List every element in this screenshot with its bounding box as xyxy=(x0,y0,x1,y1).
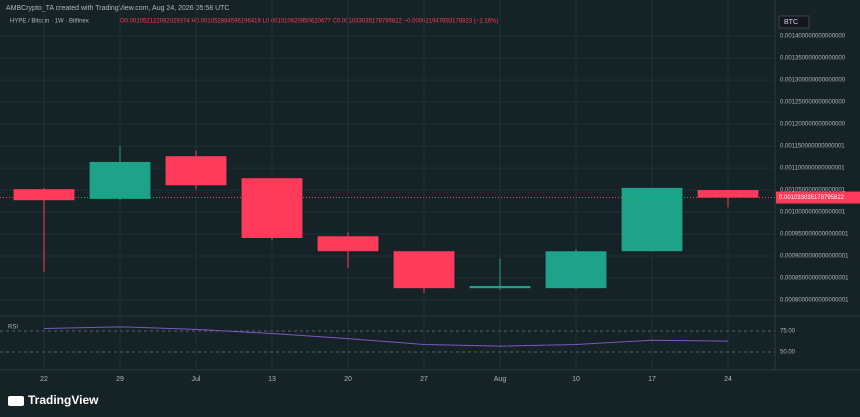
credit: AMBCrypto_TA created with TradingView.co… xyxy=(6,5,229,12)
ohlc: O0.001052122092029374 H0.001052884596196… xyxy=(120,19,498,25)
candle-body xyxy=(165,156,227,186)
y-tick-label: 0.001300000000000000 xyxy=(780,78,846,84)
candle-body xyxy=(469,285,531,289)
rsi-line xyxy=(43,326,729,347)
last-price-box xyxy=(776,191,860,204)
x-tick-label: 20 xyxy=(344,376,352,383)
y-tick-label: 0.001050000000000001 xyxy=(780,188,846,194)
symbol: HYPE / Bitcoin · 1W · Bitfinex xyxy=(10,19,89,25)
last-price-label: 0.001033035178795822 xyxy=(779,195,845,201)
x-tick-label: 27 xyxy=(420,376,428,383)
brand-logo xyxy=(8,396,24,406)
candle-body xyxy=(317,236,379,252)
x-tick-label: 24 xyxy=(724,376,732,383)
brand: TradingView xyxy=(28,393,99,407)
x-tick-label: Aug xyxy=(494,376,507,383)
rsi-tick-label: 75.00 xyxy=(780,329,796,335)
candle-body xyxy=(545,251,607,289)
x-tick-label: Jul xyxy=(192,376,201,383)
y-tick-label: 0.001350000000000000 xyxy=(780,56,846,62)
x-tick-label: 29 xyxy=(116,376,124,383)
y-tick-label: 0.001000000000000001 xyxy=(780,210,846,216)
rsi-tick-label: 50.00 xyxy=(780,350,796,356)
candle-body xyxy=(621,187,683,252)
y-tick-label: 0.0008500000000000001 xyxy=(780,276,849,282)
currency: BTC xyxy=(784,19,798,26)
x-tick-label: 10 xyxy=(572,376,580,383)
y-tick-label: 0.0009500000000000001 xyxy=(780,232,849,238)
candle-body xyxy=(697,190,759,198)
candle-body xyxy=(393,251,455,289)
y-tick-label: 0.0009000000000000001 xyxy=(780,254,849,260)
rsi-label: RSI xyxy=(8,325,18,331)
x-tick-label: 22 xyxy=(40,376,48,383)
x-tick-label: 13 xyxy=(268,376,276,383)
y-tick-label: 0.001100000000000001 xyxy=(780,166,845,172)
y-tick-label: 0.001200000000000000 xyxy=(780,122,846,128)
y-tick-label: 0.001150000000000001 xyxy=(780,144,845,150)
y-tick-label: 0.001400000000000000 xyxy=(780,34,846,40)
candle-body xyxy=(13,189,75,201)
x-tick-label: 17 xyxy=(648,376,656,383)
y-tick-label: 0.0008000000000000001 xyxy=(780,298,849,304)
candle-body xyxy=(89,161,151,199)
currency-box xyxy=(778,15,810,29)
candle-body xyxy=(241,178,303,239)
y-tick-label: 0.001250000000000000 xyxy=(780,100,846,106)
